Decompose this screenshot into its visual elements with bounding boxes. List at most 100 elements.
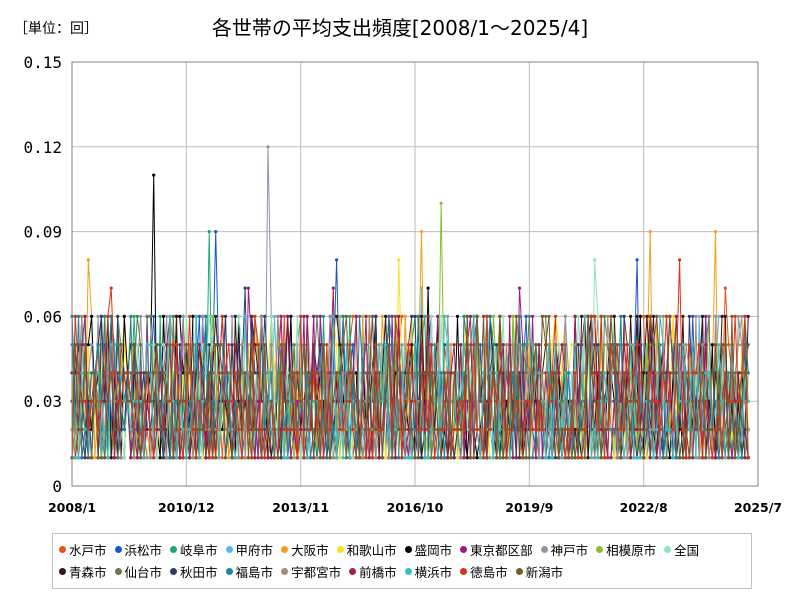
data-point <box>168 399 172 403</box>
legend-label: 全国 <box>674 542 700 558</box>
data-point <box>276 371 280 375</box>
data-point <box>348 314 352 318</box>
data-point <box>508 456 512 460</box>
data-point <box>517 314 522 318</box>
data-point <box>733 314 737 318</box>
data-point <box>436 314 440 318</box>
data-point <box>629 314 633 318</box>
data-point <box>531 343 535 347</box>
data-point <box>210 343 215 347</box>
data-point <box>308 456 313 460</box>
data-point <box>158 314 162 318</box>
data-point <box>681 427 685 432</box>
data-point <box>416 456 420 460</box>
data-point <box>531 371 535 375</box>
data-point <box>524 371 528 375</box>
data-point <box>230 314 234 318</box>
data-point <box>403 456 407 460</box>
data-point <box>700 343 705 347</box>
data-point <box>521 343 525 347</box>
data-point <box>707 314 711 318</box>
legend-label: 大阪市 <box>291 542 329 558</box>
data-point <box>80 456 84 460</box>
data-point <box>563 314 567 318</box>
data-point <box>642 314 646 318</box>
data-point <box>468 314 473 318</box>
data-point <box>553 314 558 318</box>
data-point <box>462 343 466 347</box>
data-point <box>697 399 701 403</box>
data-point <box>720 456 724 460</box>
data-point <box>517 286 522 290</box>
legend-label: 浜松市 <box>124 542 163 558</box>
data-point <box>357 371 362 375</box>
data-point <box>214 343 218 347</box>
data-point <box>606 314 610 318</box>
data-point <box>508 427 512 432</box>
data-point <box>305 314 309 318</box>
legend-marker <box>460 545 468 553</box>
y-tick-label: 0.15 <box>23 53 62 72</box>
data-point <box>710 343 714 347</box>
data-point <box>560 399 564 403</box>
data-point <box>606 427 610 432</box>
data-point <box>668 456 672 460</box>
data-point <box>580 399 584 403</box>
data-point <box>109 371 113 375</box>
data-point <box>642 371 646 375</box>
data-point <box>720 343 724 347</box>
data-point <box>116 427 120 432</box>
data-point <box>730 427 734 432</box>
data-point <box>374 427 378 432</box>
data-point <box>374 456 378 460</box>
legend-label: 青森市 <box>69 564 107 580</box>
data-point <box>671 456 675 460</box>
data-point <box>103 427 107 432</box>
data-point <box>318 456 322 460</box>
data-point <box>599 371 603 375</box>
data-point <box>498 314 502 318</box>
data-point <box>400 456 404 460</box>
data-point <box>557 371 561 375</box>
data-point <box>279 314 283 318</box>
data-point <box>537 343 541 347</box>
data-point <box>142 427 146 432</box>
data-point <box>158 456 162 460</box>
data-point <box>723 427 727 432</box>
data-point <box>367 456 371 460</box>
data-point <box>573 456 577 460</box>
data-point <box>178 314 182 318</box>
data-point <box>400 314 404 318</box>
data-point <box>713 314 718 318</box>
data-point <box>292 427 296 432</box>
data-point <box>302 456 306 460</box>
data-point <box>452 427 456 432</box>
data-point <box>354 371 358 375</box>
data-point <box>426 427 430 432</box>
data-point <box>103 399 107 403</box>
data-point <box>406 456 411 460</box>
data-point <box>413 314 417 318</box>
data-point <box>73 427 77 432</box>
data-point <box>557 456 561 460</box>
data-point <box>354 399 358 403</box>
data-point <box>498 456 502 460</box>
data-point <box>76 427 81 432</box>
data-point <box>289 314 293 318</box>
data-point <box>73 343 77 347</box>
data-point <box>299 456 303 460</box>
data-point <box>504 427 509 432</box>
data-point <box>171 456 175 460</box>
data-point <box>720 314 724 318</box>
data-point <box>90 343 94 347</box>
data-point <box>664 314 669 318</box>
data-point <box>380 399 384 403</box>
data-point <box>563 456 567 460</box>
data-point <box>73 314 77 318</box>
legend-marker <box>664 545 672 553</box>
data-point <box>707 427 711 432</box>
legend-item: 岐阜市 <box>170 538 218 560</box>
data-point <box>99 314 103 318</box>
legend-marker <box>170 567 178 575</box>
data-point <box>410 456 414 460</box>
